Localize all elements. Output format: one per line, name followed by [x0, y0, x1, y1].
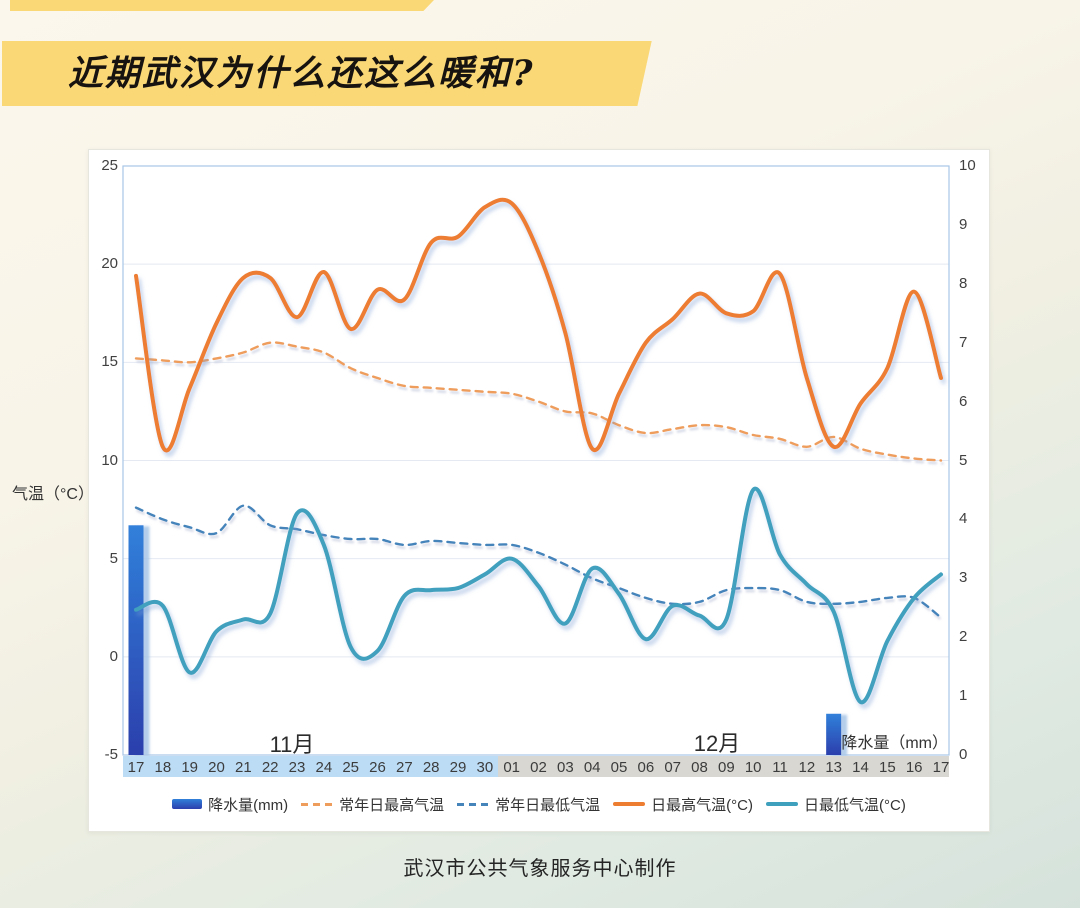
x-axis-strip-november — [123, 756, 499, 777]
precip-axis-title: 降水量（mm） — [841, 735, 948, 752]
legend-item: 常年日最低气温 — [457, 794, 600, 815]
left-tick-label: 5 — [109, 549, 118, 567]
date-label: 09 — [717, 759, 735, 776]
legend-bar-swatch — [172, 799, 203, 809]
right-tick-label: 3 — [959, 569, 968, 587]
right-tick-label: 2 — [959, 628, 968, 646]
right-tick-label: 9 — [959, 215, 968, 233]
legend-line-swatch — [766, 802, 798, 806]
date-label: 04 — [583, 759, 601, 776]
legend-label: 常年日最高气温 — [339, 796, 445, 814]
legend-item: 日最高气温(°C) — [613, 794, 753, 815]
date-label: 07 — [664, 759, 681, 776]
left-tick-label: 10 — [101, 451, 118, 469]
date-label: 01 — [503, 759, 520, 776]
date-label: 17 — [127, 759, 145, 776]
legend-label: 常年日最低气温 — [495, 796, 601, 814]
right-tick-label: 8 — [959, 274, 968, 292]
legend-label: 降水量(mm) — [208, 796, 289, 814]
date-label: 29 — [449, 759, 467, 776]
footer-credit: 武汉市公共气象服务中心制作 — [403, 858, 677, 880]
date-label: 03 — [556, 759, 574, 776]
date-label: 02 — [530, 759, 547, 776]
date-label: 18 — [154, 759, 172, 776]
legend-item: 常年日最高气温 — [301, 794, 444, 815]
date-label: 16 — [905, 759, 923, 776]
x-axis-strip-december — [498, 756, 949, 777]
date-label: 20 — [208, 759, 225, 776]
date-label: 28 — [422, 759, 440, 776]
right-tick-label: 0 — [959, 746, 968, 763]
right-tick-label: 5 — [959, 451, 968, 469]
date-label: 14 — [852, 759, 869, 776]
left-tick-label: 15 — [101, 353, 118, 371]
legend-label: 日最高气温(°C) — [651, 796, 753, 814]
left-tick-label: 0 — [109, 647, 118, 665]
legend-item: 降水量(mm) — [172, 794, 288, 815]
legend-label: 日最低气温(°C) — [804, 796, 906, 814]
top-accent-strip — [10, 0, 434, 11]
date-label: 11 — [772, 759, 788, 776]
left-tick-label: 20 — [101, 255, 118, 273]
title-banner: 近期武汉为什么还这么暖和? — [2, 41, 652, 106]
date-label: 10 — [744, 759, 762, 776]
date-label: 05 — [610, 759, 628, 776]
legend-item: 日最低气温(°C) — [766, 794, 906, 815]
legend-dash-swatch — [301, 802, 334, 806]
legend: 降水量(mm) 常年日最高气温 常年日最低气温 日最高气温(°C) 日最低气温(°C) — [88, 792, 990, 816]
right-tick-label: 6 — [959, 392, 968, 410]
date-label: 27 — [395, 759, 413, 776]
date-label: 26 — [369, 759, 386, 776]
date-label: 17 — [932, 759, 950, 776]
date-label: 24 — [315, 759, 333, 776]
date-label: 30 — [476, 759, 494, 776]
date-label: 22 — [261, 759, 279, 776]
date-label: 15 — [878, 759, 896, 776]
legend-line-swatch — [613, 802, 646, 806]
right-tick-label: 4 — [959, 510, 968, 528]
date-label: 06 — [637, 759, 655, 776]
date-label: 12 — [798, 759, 816, 776]
right-tick-label: 7 — [959, 333, 968, 351]
date-label: 25 — [342, 759, 359, 776]
left-tick-label: 25 — [101, 157, 118, 174]
legend-dash-swatch — [457, 802, 490, 806]
month-label-november: 11月 — [269, 732, 315, 757]
right-tick-label: 10 — [959, 157, 976, 174]
left-tick-label: -5 — [104, 746, 118, 763]
month-label-december: 12月 — [693, 731, 741, 756]
date-label: 08 — [691, 759, 708, 776]
right-tick-label: 1 — [959, 687, 968, 705]
date-label: 13 — [825, 759, 842, 776]
date-label: 21 — [234, 759, 252, 776]
date-label: 23 — [288, 759, 306, 776]
temp-axis-title: 气温（°C） — [12, 486, 94, 503]
page-title: 近期武汉为什么还这么暖和? — [68, 53, 535, 94]
date-label: 19 — [181, 759, 198, 776]
